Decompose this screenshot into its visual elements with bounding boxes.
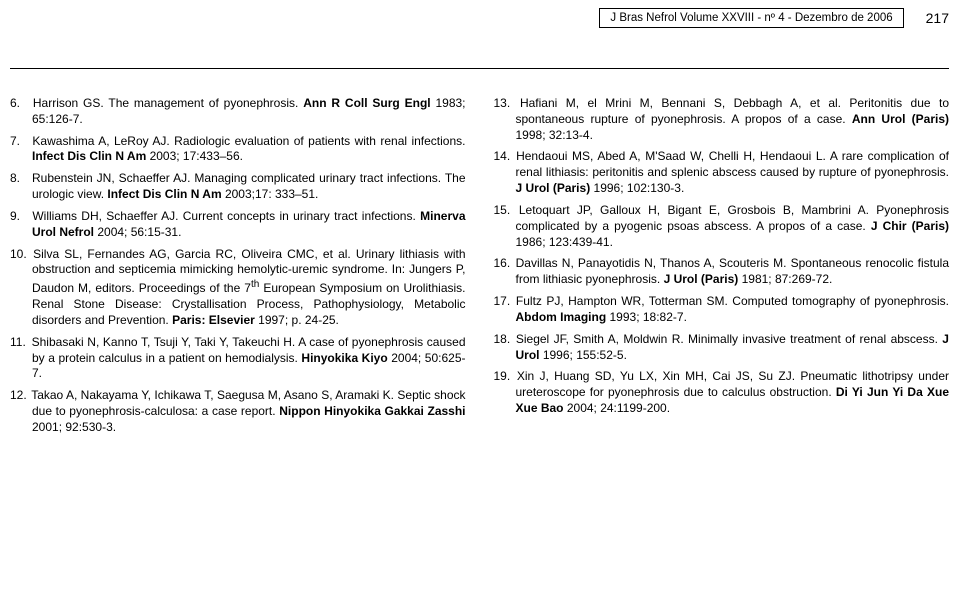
reference-source: Ann R Coll Surg Engl bbox=[303, 96, 430, 110]
reference-item: 10. Silva SL, Fernandes AG, Garcia RC, O… bbox=[10, 247, 466, 329]
reference-item: 9. Williams DH, Schaeffer AJ. Current co… bbox=[10, 209, 466, 241]
reference-source: Infect Dis Clin N Am bbox=[32, 149, 146, 163]
reference-text: 2004; 56:15-31. bbox=[94, 225, 181, 239]
reference-text: 1996; 155:52-5. bbox=[540, 348, 627, 362]
reference-number: 6. bbox=[10, 96, 28, 112]
references-column-left: 6. Harrison GS. The management of pyonep… bbox=[10, 96, 466, 442]
reference-source: J Urol (Paris) bbox=[664, 272, 739, 286]
reference-text: Siegel JF, Smith A, Moldwin R. Minimally… bbox=[516, 332, 942, 346]
reference-text: 1981; 87:269-72. bbox=[738, 272, 832, 286]
reference-text: 2004; 24:1199-200. bbox=[564, 401, 671, 415]
reference-item: 14. Hendaoui MS, Abed A, M'Saad W, Chell… bbox=[494, 149, 950, 196]
reference-item: 19. Xin J, Huang SD, Yu LX, Xin MH, Cai … bbox=[494, 369, 950, 416]
reference-source: Abdom Imaging bbox=[516, 310, 607, 324]
reference-text: Harrison GS. The management of pyonephro… bbox=[33, 96, 303, 110]
reference-text: Hendaoui MS, Abed A, M'Saad W, Chelli H,… bbox=[516, 149, 950, 179]
reference-item: 12. Takao A, Nakayama Y, Ichikawa T, Sae… bbox=[10, 388, 466, 435]
reference-item: 15. Letoquart JP, Galloux H, Bigant E, G… bbox=[494, 203, 950, 250]
page-number: 217 bbox=[926, 10, 949, 26]
reference-text: 1998; 32:13-4. bbox=[516, 128, 593, 142]
running-header: J Bras Nefrol Volume XXVIII - nº 4 - Dez… bbox=[599, 8, 949, 28]
reference-number: 7. bbox=[10, 134, 28, 150]
reference-source: Nippon Hinyokika Gakkai Zasshi bbox=[279, 404, 465, 418]
reference-number: 8. bbox=[10, 171, 28, 187]
reference-source: J Chir (Paris) bbox=[871, 219, 949, 233]
reference-text: 1997; p. 24-25. bbox=[255, 313, 339, 327]
reference-number: 15. bbox=[494, 203, 512, 219]
reference-number: 16. bbox=[494, 256, 512, 272]
references-content: 6. Harrison GS. The management of pyonep… bbox=[10, 96, 949, 442]
reference-number: 18. bbox=[494, 332, 512, 348]
reference-source: Infect Dis Clin N Am bbox=[107, 187, 221, 201]
reference-number: 19. bbox=[494, 369, 512, 385]
reference-source: Paris: Elsevier bbox=[172, 313, 255, 327]
reference-number: 12. bbox=[10, 388, 28, 404]
reference-number: 9. bbox=[10, 209, 28, 225]
reference-text: 2001; 92:530-3. bbox=[32, 420, 116, 434]
reference-item: 11. Shibasaki N, Kanno T, Tsuji Y, Taki … bbox=[10, 335, 466, 382]
reference-item: 18. Siegel JF, Smith A, Moldwin R. Minim… bbox=[494, 332, 950, 364]
journal-line: J Bras Nefrol Volume XXVIII - nº 4 - Dez… bbox=[610, 12, 892, 24]
reference-item: 8. Rubenstein JN, Schaeffer AJ. Managing… bbox=[10, 171, 466, 203]
reference-item: 17. Fultz PJ, Hampton WR, Totterman SM. … bbox=[494, 294, 950, 326]
reference-item: 6. Harrison GS. The management of pyonep… bbox=[10, 96, 466, 128]
reference-item: 13. Hafiani M, el Mrini M, Bennani S, De… bbox=[494, 96, 950, 143]
reference-source: Hinyokika Kiyo bbox=[301, 351, 387, 365]
reference-text: 2003; 17:433–56. bbox=[146, 149, 243, 163]
reference-text: Kawashima A, LeRoy AJ. Radiologic evalua… bbox=[32, 134, 465, 148]
reference-text: Fultz PJ, Hampton WR, Totterman SM. Comp… bbox=[516, 294, 949, 308]
reference-number: 10. bbox=[10, 247, 28, 263]
reference-number: 17. bbox=[494, 294, 512, 310]
reference-text: Williams DH, Schaeffer AJ. Current conce… bbox=[32, 209, 420, 223]
journal-title-box: J Bras Nefrol Volume XXVIII - nº 4 - Dez… bbox=[599, 8, 903, 28]
reference-text: 2003;17: 333–51. bbox=[222, 187, 319, 201]
reference-item: 7. Kawashima A, LeRoy AJ. Radiologic eva… bbox=[10, 134, 466, 166]
reference-text: 1993; 18:82-7. bbox=[606, 310, 687, 324]
reference-item: 16. Davillas N, Panayotidis N, Thanos A,… bbox=[494, 256, 950, 288]
reference-source: Ann Urol (Paris) bbox=[852, 112, 949, 126]
references-column-right: 13. Hafiani M, el Mrini M, Bennani S, De… bbox=[494, 96, 950, 442]
reference-text: 1986; 123:439-41. bbox=[516, 235, 613, 249]
reference-number: 13. bbox=[494, 96, 512, 112]
reference-number: 14. bbox=[494, 149, 512, 165]
horizontal-divider bbox=[10, 68, 949, 69]
reference-number: 11. bbox=[10, 335, 28, 351]
reference-source: J Urol (Paris) bbox=[516, 181, 591, 195]
reference-text: 1996; 102:130-3. bbox=[590, 181, 684, 195]
